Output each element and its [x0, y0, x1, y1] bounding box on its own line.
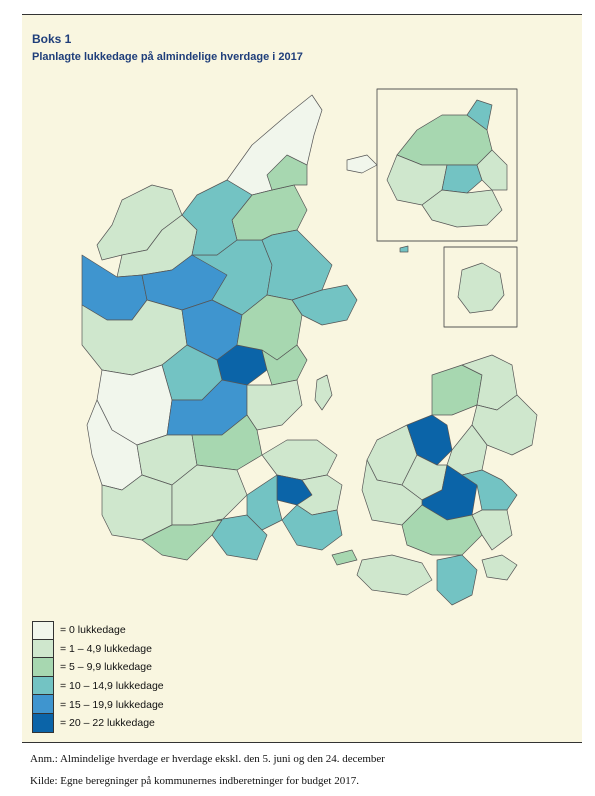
- region-funen-north: [261, 439, 338, 481]
- legend-swatch: [32, 639, 54, 659]
- legend: = 0 lukkedage = 1 – 4,9 lukkedage = 5 – …: [32, 621, 164, 733]
- footer-note: Anm.: Almindelige hverdage er hverdage e…: [30, 753, 385, 765]
- inset-bornholm: [457, 262, 505, 314]
- region-koge: [461, 469, 518, 511]
- legend-item: = 0 lukkedage: [32, 621, 164, 640]
- inset-helsingor: [466, 99, 493, 131]
- inset-east: [476, 149, 508, 191]
- inset-hillerod: [441, 164, 483, 194]
- legend-item: = 10 – 14,9 lukkedage: [32, 676, 164, 696]
- legend-swatch: [32, 695, 54, 714]
- legend-swatch: [32, 658, 54, 677]
- legend-label: = 15 – 19,9 lukkedage: [60, 698, 164, 711]
- figure-box: Boks 1 Planlagte lukkedage på almindelig…: [22, 15, 582, 743]
- region-hjorring: [266, 154, 308, 191]
- legend-swatch: [32, 713, 54, 733]
- legend-item: = 5 – 9,9 lukkedage: [32, 658, 164, 677]
- region-svendborg: [281, 504, 343, 551]
- region-aalborg: [181, 179, 253, 256]
- legend-label: = 0 lukkedage: [60, 624, 126, 637]
- legend-label: = 5 – 9,9 lukkedage: [60, 661, 152, 674]
- region-haderslev: [141, 519, 223, 561]
- region-anholt: [399, 245, 409, 253]
- region-falster: [436, 554, 478, 606]
- region-aero: [331, 549, 358, 566]
- denmark-municipality-map: [81, 88, 538, 606]
- region-vejle: [246, 379, 303, 431]
- top-rule: [22, 14, 582, 15]
- legend-label: = 10 – 14,9 lukkedage: [60, 680, 164, 693]
- region-lolland: [356, 554, 433, 596]
- legend-swatch: [32, 676, 54, 696]
- inset-frame-bornholm: [443, 246, 518, 328]
- region-randers: [261, 229, 333, 301]
- box-title: Planlagte lukkedage på almindelige hverd…: [32, 51, 303, 63]
- inset-south: [421, 189, 503, 228]
- region-zealand-northwest: [431, 364, 483, 416]
- region-djursland: [291, 284, 358, 326]
- box-label: Boks 1: [32, 32, 72, 46]
- inset-frame-capital: [376, 88, 518, 242]
- legend-swatch: [32, 621, 54, 640]
- region-laeso: [346, 154, 378, 174]
- legend-item: = 15 – 19,9 lukkedage: [32, 695, 164, 714]
- legend-item: = 20 – 22 lukkedage: [32, 713, 164, 733]
- region-samso: [314, 374, 333, 411]
- legend-label: = 1 – 4,9 lukkedage: [60, 642, 152, 655]
- legend-item: = 1 – 4,9 lukkedage: [32, 639, 164, 659]
- footer-source: Kilde: Egne beregninger på kommunernes i…: [30, 775, 359, 787]
- legend-label: = 20 – 22 lukkedage: [60, 717, 155, 730]
- region-mon: [481, 554, 518, 581]
- region-skanderborg: [261, 344, 308, 386]
- region-stevns: [471, 509, 513, 551]
